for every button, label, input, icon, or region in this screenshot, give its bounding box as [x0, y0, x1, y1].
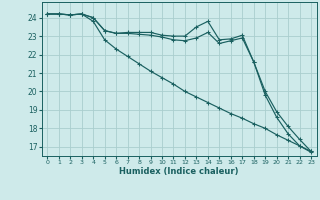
X-axis label: Humidex (Indice chaleur): Humidex (Indice chaleur): [119, 167, 239, 176]
